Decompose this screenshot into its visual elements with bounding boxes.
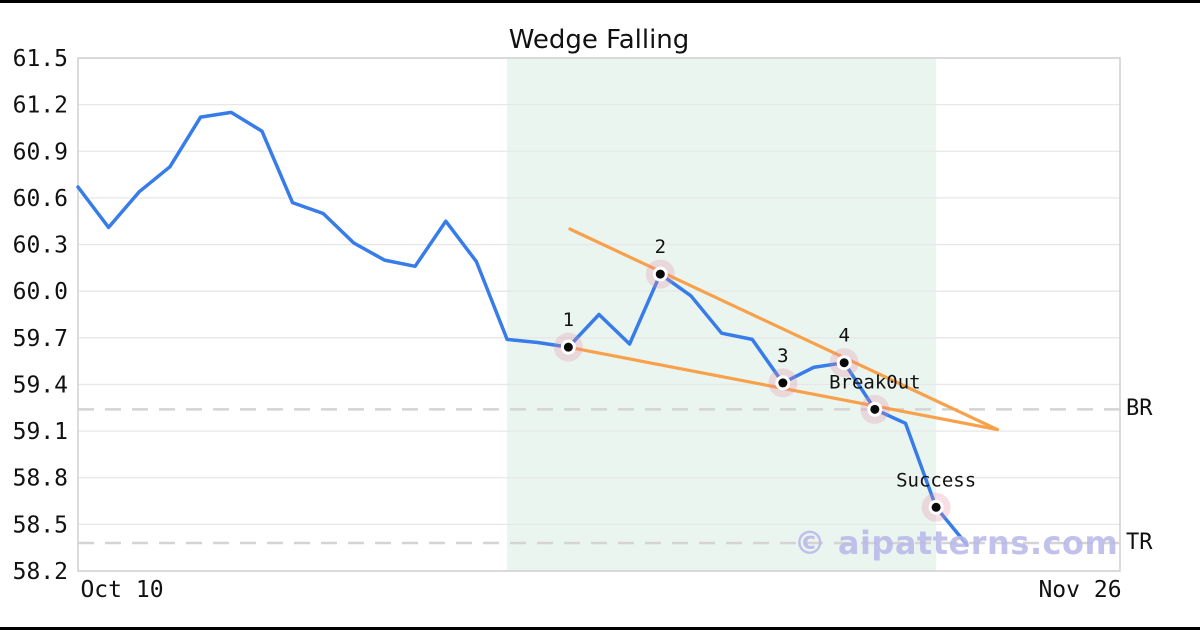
marker-label: Success [896,469,976,491]
y-tick-label: 59.1 [13,419,68,445]
pattern-marker [870,404,880,414]
price-line [76,110,969,547]
y-tick-label: 59.7 [13,326,68,352]
y-tick-label: 58.8 [13,466,68,492]
y-tick-label: 61.2 [13,93,68,119]
y-tick-label: 60.9 [13,139,68,165]
upper-trendline [568,227,1000,432]
x-axis-tick-start: Oct 10 [80,577,164,603]
bottom-border-bar [0,627,1200,630]
y-tick-label: 60.6 [13,186,68,212]
marker-label: 4 [838,325,849,347]
chart-title: Wedge Falling [508,25,690,55]
target-level-label: TR [1126,530,1153,555]
pattern-shaded-region [507,58,937,571]
pattern-marker [839,358,849,368]
y-tick-label: 60.0 [13,279,68,305]
pattern-marker [563,342,573,352]
top-border-bar [0,0,1200,3]
marker-label: 1 [563,309,574,331]
plot-border [77,57,1121,572]
y-tick-label: 59.4 [13,372,68,398]
y-tick-label: 60.3 [13,233,68,259]
pattern-marker [778,378,788,388]
marker-label: 3 [777,345,788,367]
marker-label: 2 [655,236,666,258]
x-axis-tick-end: Nov 26 [1038,577,1122,603]
pattern-marker [655,269,665,279]
y-tick-label: 58.2 [13,559,68,585]
marker-label: Break0ut [829,371,921,393]
breakout-level-label: BR [1126,396,1153,421]
pattern-marker [931,502,941,512]
y-tick-label: 58.5 [13,512,68,538]
watermark: © aipatterns.com [793,524,1119,562]
y-tick-label: 61.5 [13,46,68,72]
